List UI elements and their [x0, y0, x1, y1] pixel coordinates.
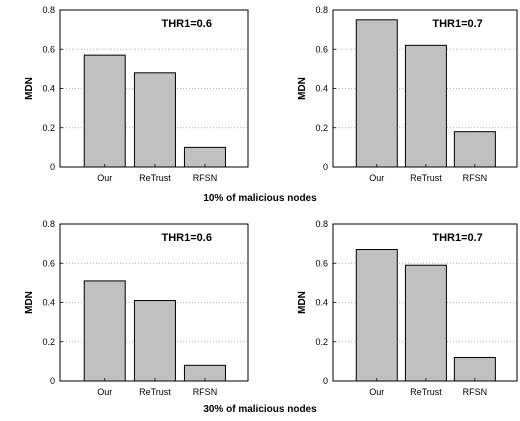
- panel-2-y-axis-label: MDN: [297, 77, 308, 100]
- panel-3-threshold-annotation: THR1=0.6: [162, 232, 212, 244]
- panel-4-y-tick-label: 0.8: [315, 219, 328, 229]
- panel-4-bar-rfsn: [453, 356, 496, 382]
- panel-1-y-tick-label: 0.8: [42, 5, 55, 15]
- panel-1-y-tick-label: 0.6: [42, 44, 55, 54]
- panel-3-bar-our: [83, 280, 126, 382]
- panel-4-x-tick-label: Our: [369, 387, 384, 397]
- panel-4-x-tick-label: ReTrust: [410, 387, 442, 397]
- panel-3-y-tick-label: 0: [50, 376, 55, 386]
- panel-3-y-tick-label: 0.2: [42, 337, 55, 347]
- panel-3-x-tick-label: Our: [97, 387, 112, 397]
- panel-4-y-tick-label: 0.6: [315, 258, 328, 268]
- panel-2-x-tick-label: ReTrust: [410, 173, 442, 183]
- panel-1-y-tick-label: 0.4: [42, 84, 55, 94]
- panel-2-y-tick-label: 0.6: [315, 44, 328, 54]
- panel-4-y-tick-label: 0.4: [315, 298, 328, 308]
- panel-1-x-tick-label: Our: [97, 173, 112, 183]
- panel-2-bar-rfsn: [453, 131, 496, 168]
- caption-top: 10% of malicious nodes: [203, 193, 317, 204]
- panel-1-bar-retrust: [133, 72, 176, 168]
- panel-1-y-tick-label: 0: [50, 162, 55, 172]
- panel-4-y-tick-label: 0: [323, 376, 328, 386]
- panel-2-threshold-annotation: THR1=0.7: [432, 18, 482, 30]
- panel-1-bar-our: [83, 54, 126, 168]
- panel-3-y-tick-label: 0.6: [42, 258, 55, 268]
- panel-3-x-tick-label: ReTrust: [139, 387, 171, 397]
- panel-2-y-tick-label: 0.8: [315, 5, 328, 15]
- panel-2-y-tick-label: 0: [323, 162, 328, 172]
- panel-4-y-tick-label: 0.2: [315, 337, 328, 347]
- panel-2-bar-retrust: [404, 44, 447, 168]
- panel-4-bar-retrust: [404, 264, 447, 382]
- panel-1-x-tick-label: RFSN: [193, 173, 218, 183]
- panel-4-threshold-annotation: THR1=0.7: [432, 232, 482, 244]
- panel-3-x-tick-label: RFSN: [193, 387, 218, 397]
- panel-1-threshold-annotation: THR1=0.6: [162, 18, 212, 30]
- panel-4-y-axis-label: MDN: [297, 291, 308, 314]
- panel-3-bar-retrust: [133, 300, 176, 382]
- panel-3-y-tick-label: 0.8: [42, 219, 55, 229]
- panel-3-y-tick-label: 0.4: [42, 298, 55, 308]
- panel-2-x-tick-label: RFSN: [463, 173, 488, 183]
- panel-2-y-tick-label: 0.4: [315, 84, 328, 94]
- caption-bottom: 30% of malicious nodes: [203, 404, 317, 415]
- panel-4-bar-our: [355, 249, 398, 382]
- panel-4-x-tick-label: RFSN: [463, 387, 488, 397]
- panel-1-y-tick-label: 0.2: [42, 123, 55, 133]
- panel-3-y-axis-label: MDN: [24, 291, 35, 314]
- panel-1-x-tick-label: ReTrust: [139, 173, 171, 183]
- panel-1-y-axis-label: MDN: [24, 77, 35, 100]
- panel-2-x-tick-label: Our: [369, 173, 384, 183]
- panel-2-bar-our: [355, 19, 398, 168]
- panel-2-y-tick-label: 0.2: [315, 123, 328, 133]
